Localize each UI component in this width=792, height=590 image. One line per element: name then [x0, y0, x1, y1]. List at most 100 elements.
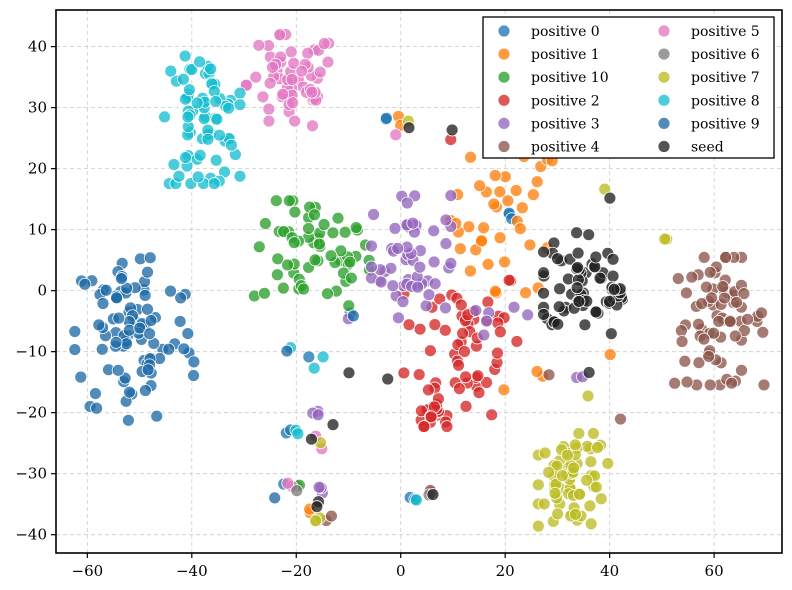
data-point — [703, 378, 717, 392]
data-point — [538, 446, 552, 460]
data-point — [583, 499, 597, 513]
data-point — [658, 232, 672, 246]
data-point — [668, 376, 682, 390]
data-point — [488, 169, 502, 182]
data-point — [309, 514, 323, 528]
data-point — [471, 369, 485, 383]
data-point — [428, 318, 442, 332]
data-point — [95, 342, 109, 356]
data-point — [68, 343, 82, 356]
data-point — [282, 194, 296, 208]
data-point — [112, 311, 126, 325]
data-point — [295, 64, 309, 78]
data-point — [712, 314, 726, 328]
data-point — [197, 112, 211, 126]
data-point — [343, 255, 357, 269]
data-point — [472, 386, 486, 400]
data-point — [718, 291, 731, 305]
y-tick-label: −40 — [15, 526, 47, 544]
data-point — [207, 177, 221, 190]
data-point — [444, 189, 458, 202]
legend-marker — [657, 117, 671, 130]
data-point — [537, 497, 551, 511]
data-point — [697, 251, 711, 264]
data-point — [730, 295, 743, 309]
data-point — [302, 350, 316, 364]
data-point — [685, 270, 699, 284]
data-point — [288, 114, 302, 128]
data-point — [725, 376, 738, 390]
data-point — [723, 315, 737, 328]
data-point — [139, 384, 152, 397]
y-tick-label: −30 — [15, 465, 47, 483]
data-point — [92, 318, 106, 332]
data-point — [582, 228, 596, 242]
data-point — [735, 363, 748, 377]
data-point — [594, 492, 608, 506]
legend-item: positive 4 — [497, 140, 600, 156]
legend-marker — [497, 47, 511, 61]
data-point — [473, 179, 487, 193]
data-point — [705, 291, 719, 305]
legend-label: positive 1 — [531, 47, 600, 63]
data-point — [454, 298, 468, 312]
legend-item: positive 8 — [657, 93, 760, 109]
data-point — [326, 418, 340, 432]
data-point — [409, 493, 423, 507]
data-point — [281, 476, 295, 490]
data-point — [270, 268, 284, 282]
data-point — [561, 448, 574, 462]
data-point — [530, 365, 544, 378]
data-point — [697, 332, 711, 346]
data-point — [308, 208, 321, 222]
data-point — [578, 318, 592, 332]
data-point — [178, 49, 192, 63]
data-point — [480, 376, 493, 389]
data-points — [68, 28, 771, 533]
data-point — [123, 385, 136, 399]
data-point — [262, 102, 276, 116]
data-point — [678, 354, 692, 368]
data-point — [191, 170, 205, 184]
data-point — [325, 509, 338, 523]
data-point — [445, 123, 459, 137]
data-point — [388, 221, 402, 235]
data-point — [193, 148, 207, 162]
data-point — [222, 101, 235, 115]
data-point — [258, 217, 272, 230]
data-point — [349, 221, 363, 234]
x-tick-label: 60 — [705, 562, 724, 580]
x-tick-label: −60 — [72, 562, 104, 580]
y-tick-label: 10 — [28, 221, 47, 239]
series-seed — [305, 121, 629, 514]
data-point — [181, 327, 195, 340]
data-point — [308, 253, 322, 267]
data-point — [481, 295, 495, 309]
data-point — [185, 63, 199, 76]
data-point — [193, 55, 206, 69]
data-point — [313, 65, 327, 79]
data-point — [365, 239, 378, 253]
data-point — [728, 329, 742, 343]
series-positive-9 — [68, 251, 360, 505]
data-point — [109, 335, 123, 349]
data-point — [321, 55, 335, 69]
data-point — [707, 326, 720, 340]
legend: positive 0 positive 1 positive 10 positive … — [482, 16, 775, 159]
data-point — [413, 260, 427, 274]
data-point — [143, 251, 157, 265]
legend-item: positive 7 — [657, 70, 760, 86]
data-point — [187, 355, 201, 369]
data-point — [365, 260, 378, 274]
legend-item: positive 9 — [657, 116, 760, 132]
data-point — [589, 305, 603, 319]
data-point — [89, 387, 102, 400]
data-point — [439, 237, 453, 251]
data-point — [552, 300, 566, 314]
legend-label: positive 7 — [691, 70, 760, 86]
data-point — [302, 222, 315, 235]
legend-marker — [497, 117, 511, 130]
data-point — [680, 375, 694, 389]
data-point — [424, 410, 438, 424]
data-point — [493, 185, 507, 199]
